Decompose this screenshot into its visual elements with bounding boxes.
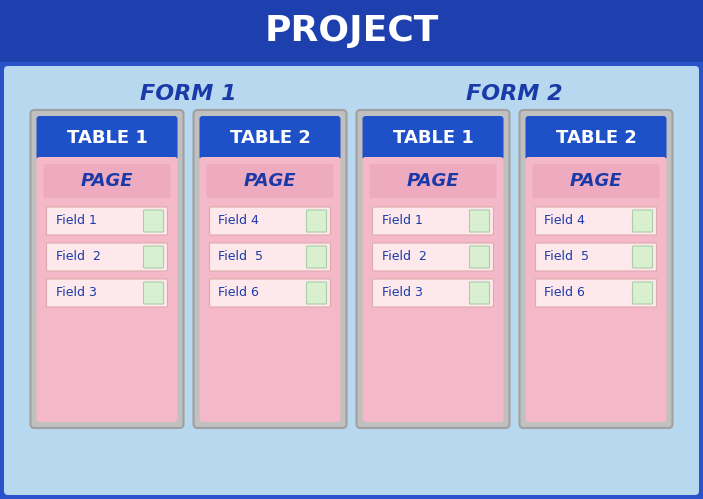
FancyBboxPatch shape — [520, 110, 673, 428]
Bar — [0, 0, 703, 62]
FancyBboxPatch shape — [470, 210, 489, 232]
Text: Field 6: Field 6 — [545, 286, 586, 299]
Text: PAGE: PAGE — [569, 172, 622, 190]
FancyBboxPatch shape — [209, 207, 330, 235]
FancyBboxPatch shape — [307, 246, 326, 268]
FancyBboxPatch shape — [37, 116, 177, 160]
Text: PROJECT: PROJECT — [264, 14, 439, 48]
FancyBboxPatch shape — [44, 164, 171, 198]
FancyBboxPatch shape — [470, 282, 489, 304]
FancyBboxPatch shape — [4, 66, 699, 495]
FancyBboxPatch shape — [200, 157, 340, 422]
Text: FORM 2: FORM 2 — [466, 84, 563, 104]
Text: PAGE: PAGE — [244, 172, 296, 190]
FancyBboxPatch shape — [46, 243, 167, 271]
FancyBboxPatch shape — [470, 246, 489, 268]
FancyBboxPatch shape — [532, 164, 659, 198]
Text: Field  2: Field 2 — [56, 250, 101, 263]
Text: TABLE 1: TABLE 1 — [67, 129, 148, 147]
Text: FORM 1: FORM 1 — [140, 84, 237, 104]
FancyBboxPatch shape — [370, 164, 496, 198]
Text: Field 6: Field 6 — [219, 286, 259, 299]
FancyBboxPatch shape — [373, 279, 494, 307]
FancyBboxPatch shape — [143, 246, 164, 268]
FancyBboxPatch shape — [363, 157, 503, 422]
Text: Field 4: Field 4 — [219, 215, 259, 228]
Text: TABLE 2: TABLE 2 — [230, 129, 311, 147]
FancyBboxPatch shape — [307, 210, 326, 232]
FancyBboxPatch shape — [307, 282, 326, 304]
FancyBboxPatch shape — [633, 282, 652, 304]
FancyBboxPatch shape — [143, 282, 164, 304]
Text: Field 1: Field 1 — [382, 215, 423, 228]
FancyBboxPatch shape — [536, 243, 657, 271]
Text: Field  2: Field 2 — [382, 250, 427, 263]
FancyBboxPatch shape — [46, 279, 167, 307]
Text: TABLE 2: TABLE 2 — [555, 129, 636, 147]
FancyBboxPatch shape — [526, 116, 666, 160]
Text: Field 1: Field 1 — [56, 215, 96, 228]
FancyBboxPatch shape — [356, 110, 510, 428]
FancyBboxPatch shape — [373, 243, 494, 271]
FancyBboxPatch shape — [536, 207, 657, 235]
FancyBboxPatch shape — [207, 164, 333, 198]
FancyBboxPatch shape — [536, 279, 657, 307]
Text: Field  5: Field 5 — [219, 250, 264, 263]
FancyBboxPatch shape — [209, 243, 330, 271]
Text: Field  5: Field 5 — [545, 250, 590, 263]
FancyBboxPatch shape — [46, 207, 167, 235]
FancyBboxPatch shape — [30, 110, 183, 428]
FancyBboxPatch shape — [200, 116, 340, 160]
Text: Field 3: Field 3 — [56, 286, 96, 299]
Text: PAGE: PAGE — [407, 172, 459, 190]
FancyBboxPatch shape — [526, 157, 666, 422]
FancyBboxPatch shape — [633, 246, 652, 268]
FancyBboxPatch shape — [193, 110, 347, 428]
Text: TABLE 1: TABLE 1 — [392, 129, 473, 147]
FancyBboxPatch shape — [37, 157, 177, 422]
FancyBboxPatch shape — [373, 207, 494, 235]
FancyBboxPatch shape — [209, 279, 330, 307]
Text: Field 3: Field 3 — [382, 286, 423, 299]
Text: PAGE: PAGE — [81, 172, 134, 190]
FancyBboxPatch shape — [143, 210, 164, 232]
FancyBboxPatch shape — [363, 116, 503, 160]
FancyBboxPatch shape — [633, 210, 652, 232]
Text: Field 4: Field 4 — [545, 215, 586, 228]
